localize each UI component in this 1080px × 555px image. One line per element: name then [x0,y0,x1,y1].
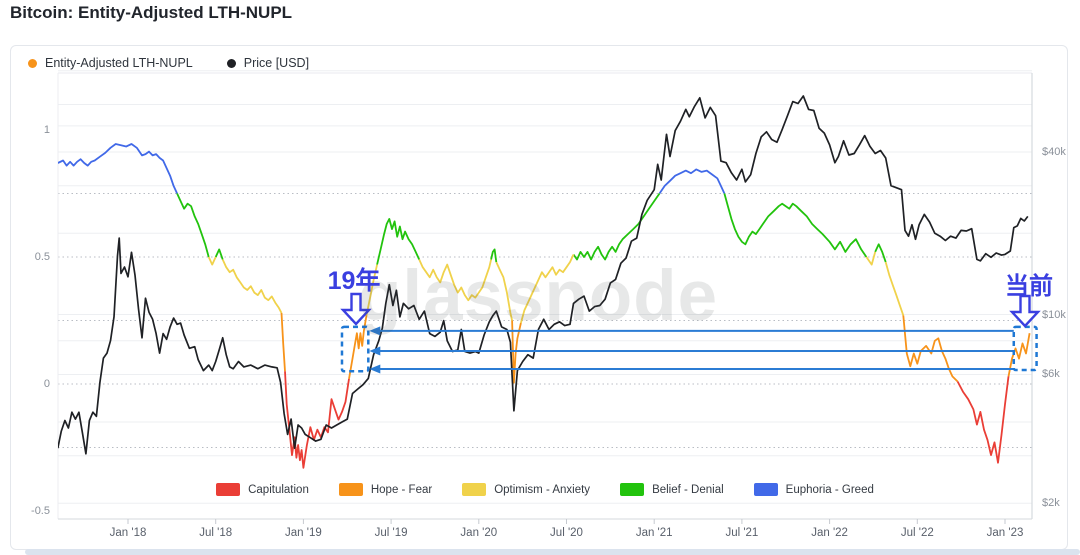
band-legend: Capitulation Hope - Fear Optimism - Anxiet… [58,483,1032,496]
down-arrow-current-icon [1009,294,1041,328]
band-legend-item[interactable]: Capitulation [216,483,309,496]
annotation-label-current: 当前 [1005,273,1053,300]
chart-card [10,45,1068,550]
price-series-path [58,95,1029,455]
nupl-series-path [280,312,1031,384]
band-legend-label: Hope - Fear [370,483,433,496]
right-axis-tick-label: $6k [1042,368,1060,381]
x-axis-tick-label: Jan '19 [285,527,322,539]
x-axis-tick-label: Jan '23 [986,527,1024,539]
left-axis-tick-label: -0.5 [31,505,50,517]
x-axis-tick-label: Jan '21 [635,527,673,539]
left-arrowhead-icon [369,364,381,374]
band-swatch-icon [620,483,645,496]
left-axis-tick-label: 0 [43,378,50,390]
x-axis-tick-label: Jan '20 [460,527,498,539]
legend-dot-icon [28,58,37,68]
band-legend-item[interactable]: Euphoria - Greed [753,483,874,496]
band-legend-item[interactable]: Hope - Fear [338,483,433,496]
band-legend-label: Belief - Denial [652,483,724,496]
right-axis-tick-label: $10k [1042,308,1066,321]
right-axis-tick-label: $40k [1042,146,1066,158]
annotation-label-2019: 19年 [327,267,381,295]
band-swatch-icon [216,483,241,496]
band-legend-label: Optimism - Anxiety [494,483,591,496]
x-axis-tick-label: Jul '20 [550,527,583,539]
band-legend-label: Euphoria - Greed [785,483,874,496]
page-title: Bitcoin: Entity-Adjusted LTH-NUPL [10,3,293,22]
band-swatch-icon [462,483,487,496]
x-axis-tick-label: Jan '18 [109,527,147,539]
horizontal-scrollbar[interactable] [25,549,1080,555]
band-legend-item[interactable]: Optimism - Anxiety [462,483,590,496]
right-axis-tick-label: $2k [1042,497,1060,510]
band-legend-item[interactable]: Belief - Denial [620,483,724,496]
left-axis-tick-label: 1 [43,124,50,136]
series-legend: Entity-Adjusted LTH-NUPL Price [USD] [28,54,309,72]
left-arrowhead-icon [369,326,381,336]
left-axis-tick-label: 0.5 [34,251,50,263]
nupl-series-path [207,251,905,324]
legend-item-label: Entity-Adjusted LTH-NUPL [45,56,193,70]
x-axis-tick-label: Jan '22 [811,527,848,539]
band-legend-label: Capitulation [248,483,309,496]
left-arrowhead-icon [369,346,381,356]
down-arrow-2019-icon [340,292,372,326]
x-axis-tick-label: Jul '18 [199,527,233,539]
legend-item-price[interactable]: Price [USD] [226,56,310,70]
legend-item-nupl[interactable]: Entity-Adjusted LTH-NUPL [28,56,193,70]
x-axis-tick-label: Jul '22 [900,527,934,539]
legend-dot-icon [226,58,236,68]
x-axis-tick-label: Jul '19 [374,527,408,539]
x-axis-tick-label: Jul '21 [725,527,759,539]
nupl-series-path [176,192,887,265]
band-swatch-icon [753,483,778,496]
band-swatch-icon [338,483,363,496]
highlight-box-2019 [340,325,370,373]
nupl-series-path [58,143,726,195]
legend-item-label: Price [USD] [243,56,310,70]
nupl-series-path [284,371,1010,469]
